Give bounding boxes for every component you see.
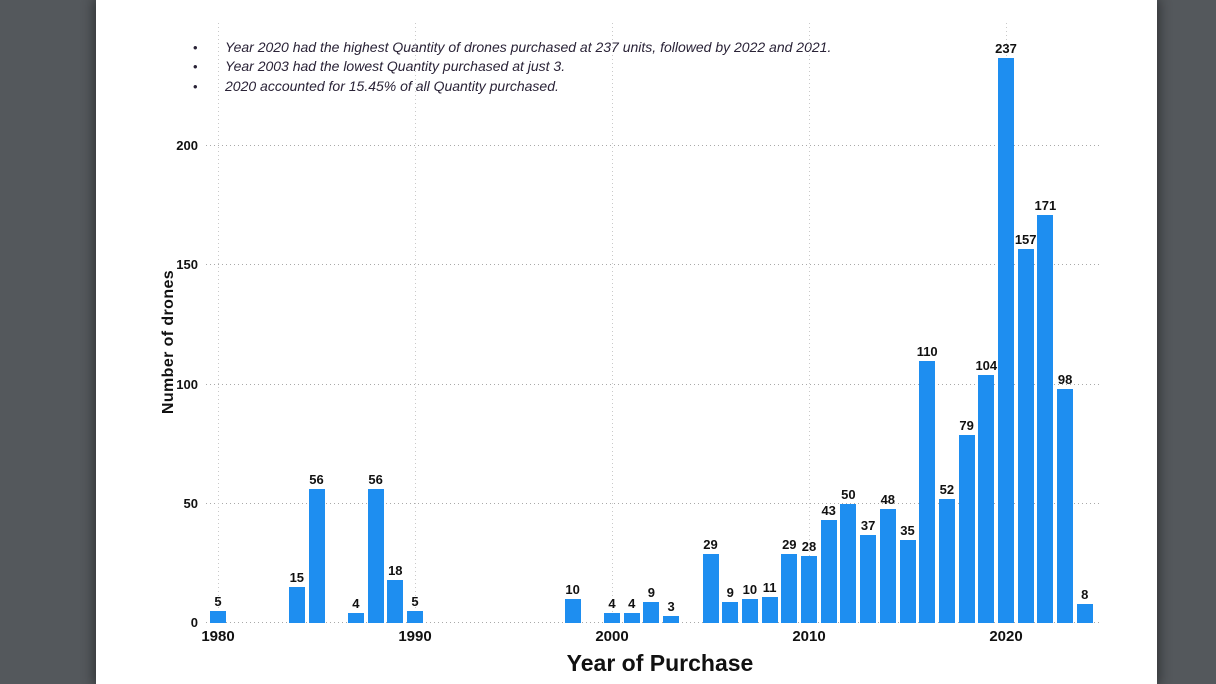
bar-2024 xyxy=(1076,603,1093,623)
bar-value-label-1989: 18 xyxy=(388,563,403,579)
bar-1985 xyxy=(308,489,325,623)
bar-value-label-2011: 43 xyxy=(821,503,836,519)
annotation-list: • Year 2020 had the highest Quantity of d… xyxy=(193,38,1053,96)
bar-value-label-2001: 4 xyxy=(628,596,636,612)
bar-2015 xyxy=(899,539,916,623)
bar-value-label-2017: 52 xyxy=(939,481,955,497)
bar-value-label-2003: 3 xyxy=(667,598,675,614)
bar-value-label-1998: 10 xyxy=(565,582,580,598)
bar-2021 xyxy=(1017,248,1034,623)
bar-1988 xyxy=(367,489,384,623)
bar-2008 xyxy=(761,596,778,623)
bar-2020 xyxy=(998,57,1014,623)
h-gridline-100 xyxy=(206,383,1102,385)
bar-1984 xyxy=(288,587,305,623)
bar-2005 xyxy=(702,553,719,623)
bar-2011 xyxy=(820,520,837,623)
bar-1987 xyxy=(347,613,364,623)
document-page: • Year 2020 had the highest Quantity of d… xyxy=(96,0,1157,684)
bar-value-label-2014: 48 xyxy=(880,491,896,507)
bar-2006 xyxy=(722,601,739,623)
annotation-bullet: • Year 2003 had the lowest Quantity purch… xyxy=(193,57,1053,76)
bar-value-label-2007: 10 xyxy=(742,582,758,598)
y-tick-label: 100 xyxy=(176,376,198,392)
x-tick-label: 2020 xyxy=(989,628,1023,645)
h-gridline-50 xyxy=(206,502,1102,504)
bullet-icon: • xyxy=(193,59,198,75)
bar-value-label-2013: 37 xyxy=(860,517,876,533)
v-gridline-2000 xyxy=(612,23,613,623)
y-tick-label: 0 xyxy=(190,615,198,630)
v-gridline-1990 xyxy=(415,23,416,623)
y-tick-label: 150 xyxy=(176,257,198,273)
bar-1998 xyxy=(564,599,581,623)
bar-2018 xyxy=(958,434,975,623)
annotation-bullet: • Year 2020 had the highest Quantity of d… xyxy=(193,38,1053,57)
bar-2013 xyxy=(860,534,877,623)
bar-value-label-1985: 56 xyxy=(309,472,324,488)
bar-2009 xyxy=(781,553,798,623)
bar-value-label-2009: 29 xyxy=(782,536,797,552)
bar-value-label-2021: 157 xyxy=(1014,231,1037,247)
bar-value-label-2008: 11 xyxy=(762,579,777,595)
bar-1989 xyxy=(387,580,404,623)
h-gridline-150 xyxy=(206,264,1102,266)
bar-value-label-2022: 171 xyxy=(1034,198,1057,214)
bar-2023 xyxy=(1057,389,1074,623)
bar-2001 xyxy=(623,613,640,623)
bar-2012 xyxy=(840,503,857,623)
bar-1990 xyxy=(407,611,423,623)
bar-value-label-2024: 8 xyxy=(1081,586,1089,602)
x-axis-title: Year of Purchase xyxy=(566,650,754,676)
annotation-bullet: • 2020 accounted for 15.45% of all Quanti… xyxy=(193,77,1053,96)
v-gridline-1980 xyxy=(218,23,219,623)
bar-value-label-1984: 15 xyxy=(289,570,305,586)
bullet-icon: • xyxy=(193,78,198,94)
bar-value-label-2000: 4 xyxy=(608,596,616,612)
x-tick-label: 2010 xyxy=(792,628,826,645)
y-tick-label: 200 xyxy=(176,138,198,153)
x-tick-label: 2000 xyxy=(595,628,629,645)
bar-value-label-2002: 9 xyxy=(647,584,655,600)
annotation-text: Year 2003 had the lowest Quantity purcha… xyxy=(225,58,566,75)
bar-value-label-1980: 5 xyxy=(214,594,222,610)
x-tick-label: 1980 xyxy=(201,628,235,645)
bar-value-label-2019: 104 xyxy=(975,357,998,373)
bar-value-label-2016: 110 xyxy=(916,343,938,359)
annotation-text: Year 2020 had the highest Quantity of dr… xyxy=(225,39,832,55)
bullet-icon: • xyxy=(193,40,198,55)
bar-2007 xyxy=(741,599,758,623)
bar-value-label-1990: 5 xyxy=(411,594,419,610)
x-tick-label: 1990 xyxy=(398,628,432,645)
bar-2010 xyxy=(801,556,817,623)
bar-value-label-2023: 98 xyxy=(1057,372,1073,388)
bar-value-label-1987: 4 xyxy=(352,596,360,612)
annotation-text: 2020 accounted for 15.45% of all Quantit… xyxy=(225,77,559,94)
bar-value-label-1988: 56 xyxy=(368,472,383,488)
bar-value-label-2010: 28 xyxy=(801,539,817,555)
bar-2000 xyxy=(604,613,620,623)
bar-2016 xyxy=(919,360,936,623)
bar-2014 xyxy=(879,508,896,623)
bar-value-label-2006: 9 xyxy=(726,584,734,600)
plot-area: 0 50 100 150 200 1980 1990 2000 2010 2020 5 15 56 4 56… xyxy=(176,23,1102,645)
bar-2002 xyxy=(643,601,660,623)
bar-value-label-2020: 237 xyxy=(995,40,1017,56)
h-gridline-200 xyxy=(206,145,1102,146)
bar-value-label-2005: 29 xyxy=(703,536,718,552)
bar-2003 xyxy=(663,615,680,623)
bar-value-label-2018: 79 xyxy=(959,417,974,433)
bar-2022 xyxy=(1037,215,1054,623)
v-gridline-2010 xyxy=(809,23,810,623)
bar-value-label-2012: 50 xyxy=(841,486,856,502)
bar-value-label-2015: 35 xyxy=(900,522,915,538)
bar-2019 xyxy=(978,374,995,623)
bar-2017 xyxy=(938,498,955,623)
bar-1980 xyxy=(210,611,226,623)
y-tick-label: 50 xyxy=(183,495,198,511)
